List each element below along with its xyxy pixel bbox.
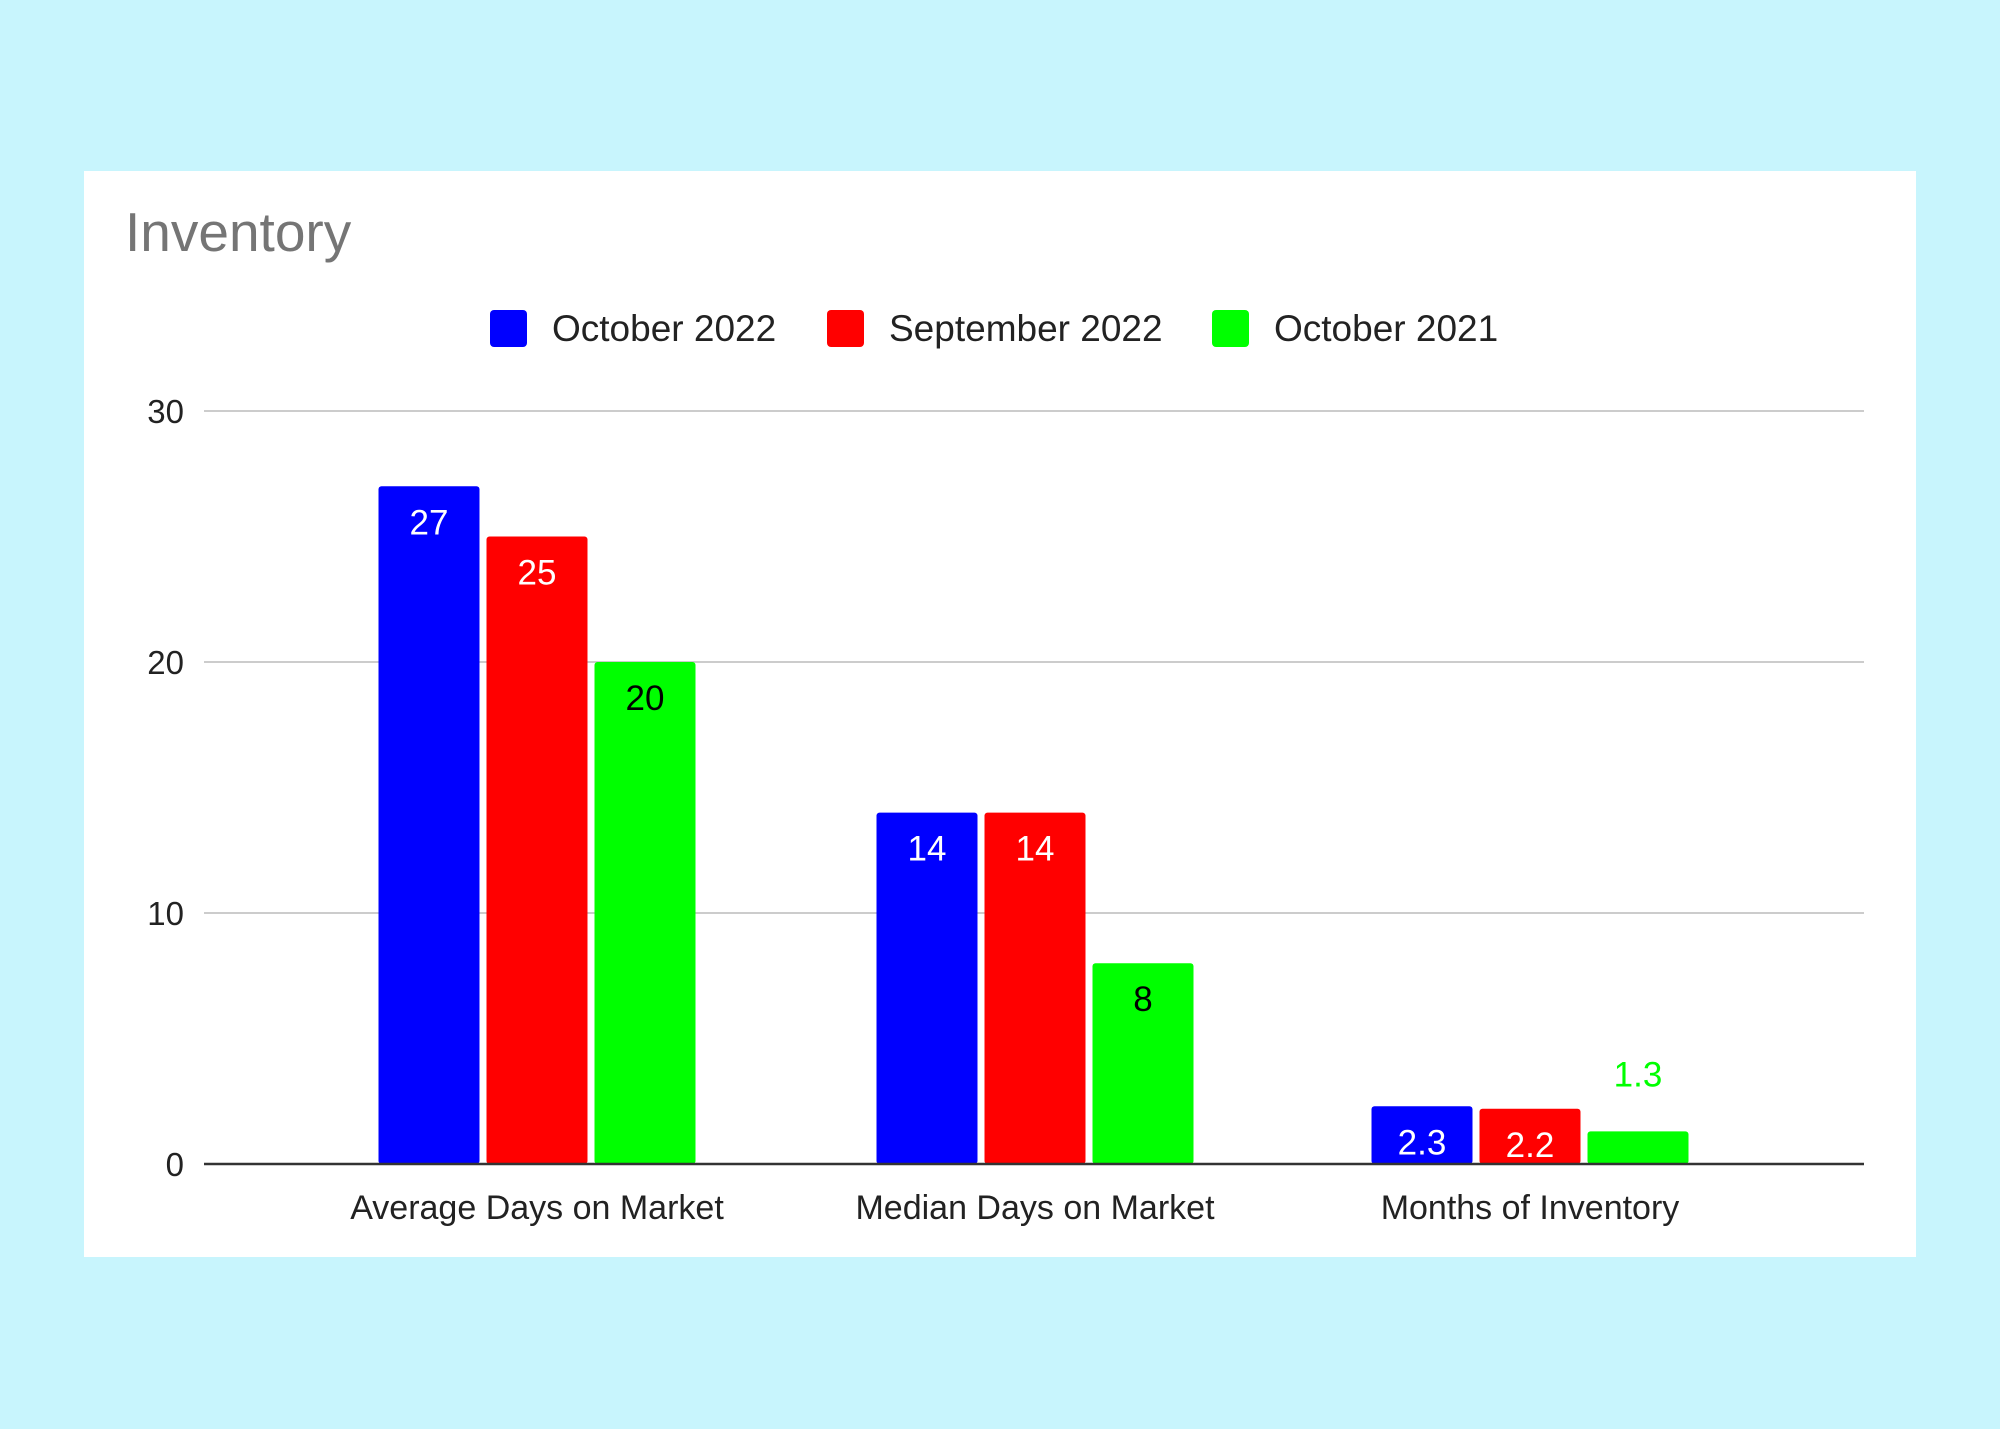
- x-axis-category-labels: Average Days on Market Median Days on Mar…: [350, 1189, 1679, 1227]
- y-tick-label-0: 0: [166, 1146, 184, 1183]
- x-category-label-months-of-inventory: Months of Inventory: [1381, 1189, 1680, 1227]
- legend-label-october-2021: October 2021: [1274, 308, 1498, 349]
- data-label-months-of-inventory-october-2022: 2.3: [1398, 1123, 1447, 1162]
- data-label-months-of-inventory-october-2021: 1.3: [1614, 1055, 1663, 1094]
- bar-chart: Inventory October 2022 September 2022 Octo…: [125, 201, 1864, 1227]
- data-labels: 27 25 20 14 14 8 2.3 2.2 1.3: [410, 503, 1663, 1164]
- bars: [378, 486, 1689, 1164]
- legend-label-october-2022: October 2022: [552, 308, 776, 349]
- bar-months-of-inventory-october-2022: [1371, 1106, 1473, 1164]
- legend-swatch-october-2021: [1212, 310, 1249, 347]
- chart-title: Inventory: [125, 201, 352, 263]
- x-category-label-median-days-on-market: Median Days on Market: [855, 1189, 1215, 1227]
- legend-swatch-september-2022: [827, 310, 864, 347]
- data-label-median-days-on-market-october-2022: 14: [908, 830, 947, 869]
- legend-swatch-october-2022: [490, 310, 527, 347]
- y-axis-ticks: 0 10 20 30: [147, 393, 184, 1183]
- bar-median-days-on-market-september-2022: [984, 812, 1086, 1164]
- legend-label-september-2022: September 2022: [889, 308, 1163, 349]
- data-label-average-days-on-market-october-2021: 20: [626, 679, 665, 718]
- legend: October 2022 September 2022 October 2021: [490, 308, 1498, 349]
- y-tick-label-10: 10: [147, 895, 184, 932]
- bar-median-days-on-market-october-2022: [876, 812, 978, 1164]
- bar-months-of-inventory-september-2022: [1479, 1108, 1581, 1164]
- x-category-label-average-days-on-market: Average Days on Market: [350, 1189, 724, 1227]
- bar-average-days-on-market-october-2021: [594, 662, 696, 1164]
- bar-average-days-on-market-october-2022: [378, 486, 480, 1164]
- chart-card: Inventory October 2022 September 2022 Octo…: [84, 171, 1916, 1257]
- data-label-average-days-on-market-october-2022: 27: [410, 503, 449, 542]
- bar-average-days-on-market-september-2022: [486, 536, 588, 1164]
- data-label-median-days-on-market-september-2022: 14: [1016, 830, 1055, 869]
- data-label-months-of-inventory-september-2022: 2.2: [1506, 1126, 1555, 1165]
- y-tick-label-30: 30: [147, 393, 184, 430]
- data-label-median-days-on-market-october-2021: 8: [1133, 980, 1152, 1019]
- bar-median-days-on-market-october-2021: [1092, 963, 1194, 1164]
- y-tick-label-20: 20: [147, 644, 184, 681]
- bar-months-of-inventory-october-2021: [1587, 1131, 1689, 1164]
- data-label-average-days-on-market-september-2022: 25: [518, 554, 557, 593]
